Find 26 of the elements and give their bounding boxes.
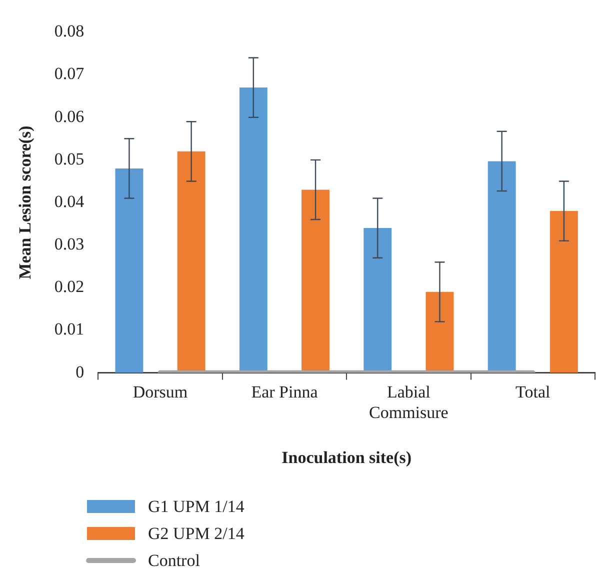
bar [364,228,392,373]
bar [177,151,206,373]
bar [115,168,144,373]
y-tick-label: 0.04 [54,192,85,211]
y-axis-title: Mean Lesion score(s) [16,126,35,280]
legend-label: G2 UPM 2/14 [148,524,244,544]
x-tick-label: Total [516,382,551,402]
y-tick-label: 0.03 [54,234,84,254]
y-tick-label: 0.07 [54,64,85,84]
x-axis-title: Inoculation site(s) [282,448,412,468]
bar [239,88,268,373]
y-tick-label: 0.02 [54,277,84,296]
legend-label: G1 UPM 1/14 [148,496,244,516]
y-tick-label: 0 [76,362,84,382]
bar [488,161,516,373]
x-tick-label: Dorsum [132,382,188,402]
y-tick-label: 0.01 [54,320,84,339]
bar [550,211,578,373]
y-tick-label: 0.08 [54,22,84,41]
x-tick-label: Ear Pinna [251,382,318,402]
legend-label: Control [148,550,200,570]
bar [426,292,454,373]
bar [302,190,330,373]
y-tick-label: 0.05 [54,149,84,168]
x-tick-label: Labial Commisure [369,382,448,422]
y-tick-label: 0.06 [54,106,84,126]
